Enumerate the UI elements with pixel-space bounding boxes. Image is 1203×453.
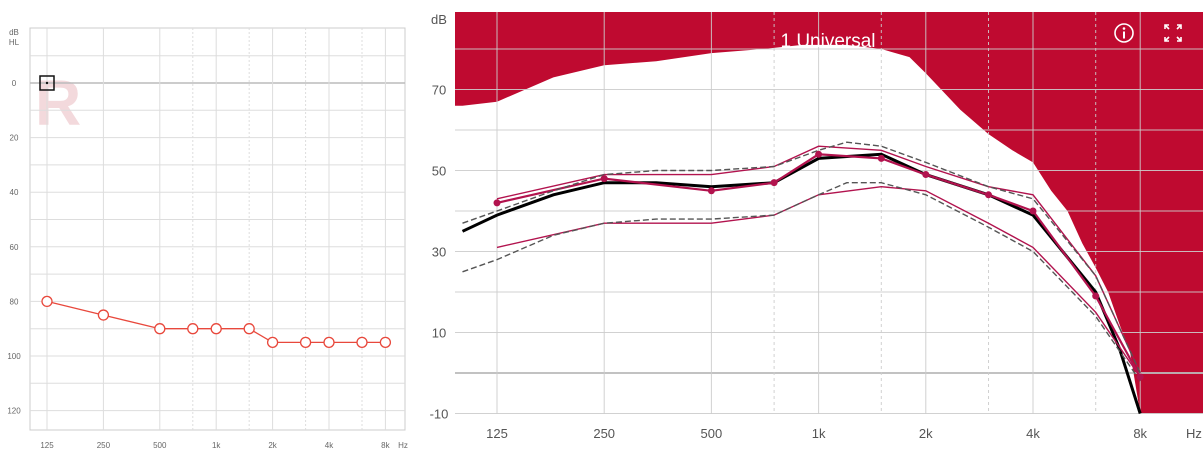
fullscreen-icon[interactable] — [1164, 24, 1182, 42]
curve-point — [1092, 292, 1100, 300]
y-tick-label: 10 — [432, 326, 446, 341]
y-axis-label: dB — [431, 12, 447, 27]
plot-area — [455, 12, 1203, 414]
x-tick-label: 1k — [212, 441, 221, 450]
fitting-curve-chart: 1 Universal 70 50 30 10 -10 dB 125 250 500 1k 2k 4k 8… — [430, 12, 1203, 441]
x-tick-label: 2k — [919, 426, 933, 441]
x-tick-label: 125 — [486, 426, 508, 441]
curve-point — [877, 154, 885, 162]
x-tick-label: 1k — [812, 426, 826, 441]
x-tick-label: 8k — [381, 441, 390, 450]
curve-curve-line — [496, 145, 1141, 374]
y-tick-label: 120 — [7, 407, 21, 416]
threshold-point — [356, 336, 368, 349]
y-tick-label: 20 — [10, 134, 19, 143]
info-icon[interactable] — [1114, 23, 1134, 43]
curve-point — [1136, 373, 1144, 381]
x-axis-unit: Hz — [398, 441, 408, 450]
x-tick-label: 500 — [701, 426, 723, 441]
ear-letter: R — [35, 67, 81, 139]
y-tick-label: 80 — [10, 297, 19, 306]
target-curve-line — [462, 182, 1141, 382]
threshold-point — [97, 309, 110, 321]
plot-area — [29, 27, 406, 431]
x-axis-unit: Hz — [1186, 426, 1202, 441]
masked-threshold-marker — [39, 75, 55, 91]
curve-curve-line — [496, 185, 1141, 378]
masked-threshold-dot — [45, 81, 49, 85]
curve-point — [815, 150, 823, 158]
threshold-point — [299, 336, 312, 349]
x-tick-label: 500 — [153, 441, 167, 450]
y-tick-label: 40 — [10, 188, 19, 197]
y-tick-label: 0 — [12, 79, 17, 88]
y-tick-label: 50 — [432, 164, 446, 179]
x-tick-label: 4k — [1026, 426, 1040, 441]
threshold-point — [154, 323, 166, 335]
curve-point — [985, 191, 993, 199]
y-tick-label: 100 — [7, 352, 21, 361]
mpo-limit-area — [455, 12, 1203, 414]
y-tick-label: 30 — [432, 245, 446, 260]
y-tick-label: 70 — [432, 83, 446, 98]
threshold-point — [243, 323, 255, 335]
curve-point — [770, 179, 778, 187]
x-tick-label: 2k — [268, 441, 277, 450]
curve-point — [493, 199, 501, 207]
x-tick-label: 125 — [40, 441, 54, 450]
curve-point — [600, 175, 608, 183]
y-axis-label: dB — [9, 28, 19, 37]
curve-point — [922, 171, 930, 179]
y-tick-label: 60 — [10, 243, 19, 252]
threshold-point — [266, 336, 279, 349]
threshold-point — [41, 295, 53, 308]
x-tick-label: 4k — [325, 441, 334, 450]
threshold-point — [187, 323, 199, 335]
curve-point — [1029, 207, 1037, 215]
x-tick-label: 250 — [593, 426, 615, 441]
program-title: 1 Universal — [780, 31, 875, 52]
threshold-point — [379, 336, 392, 349]
y-tick-label: -10 — [430, 407, 449, 422]
threshold-point — [210, 323, 222, 335]
threshold-point — [323, 336, 335, 349]
x-tick-label: 250 — [97, 441, 111, 450]
x-tick-label: 8k — [1133, 426, 1147, 441]
target-curve-line — [462, 141, 1141, 374]
curve-point — [707, 187, 715, 195]
y-axis-label: HL — [9, 38, 20, 47]
